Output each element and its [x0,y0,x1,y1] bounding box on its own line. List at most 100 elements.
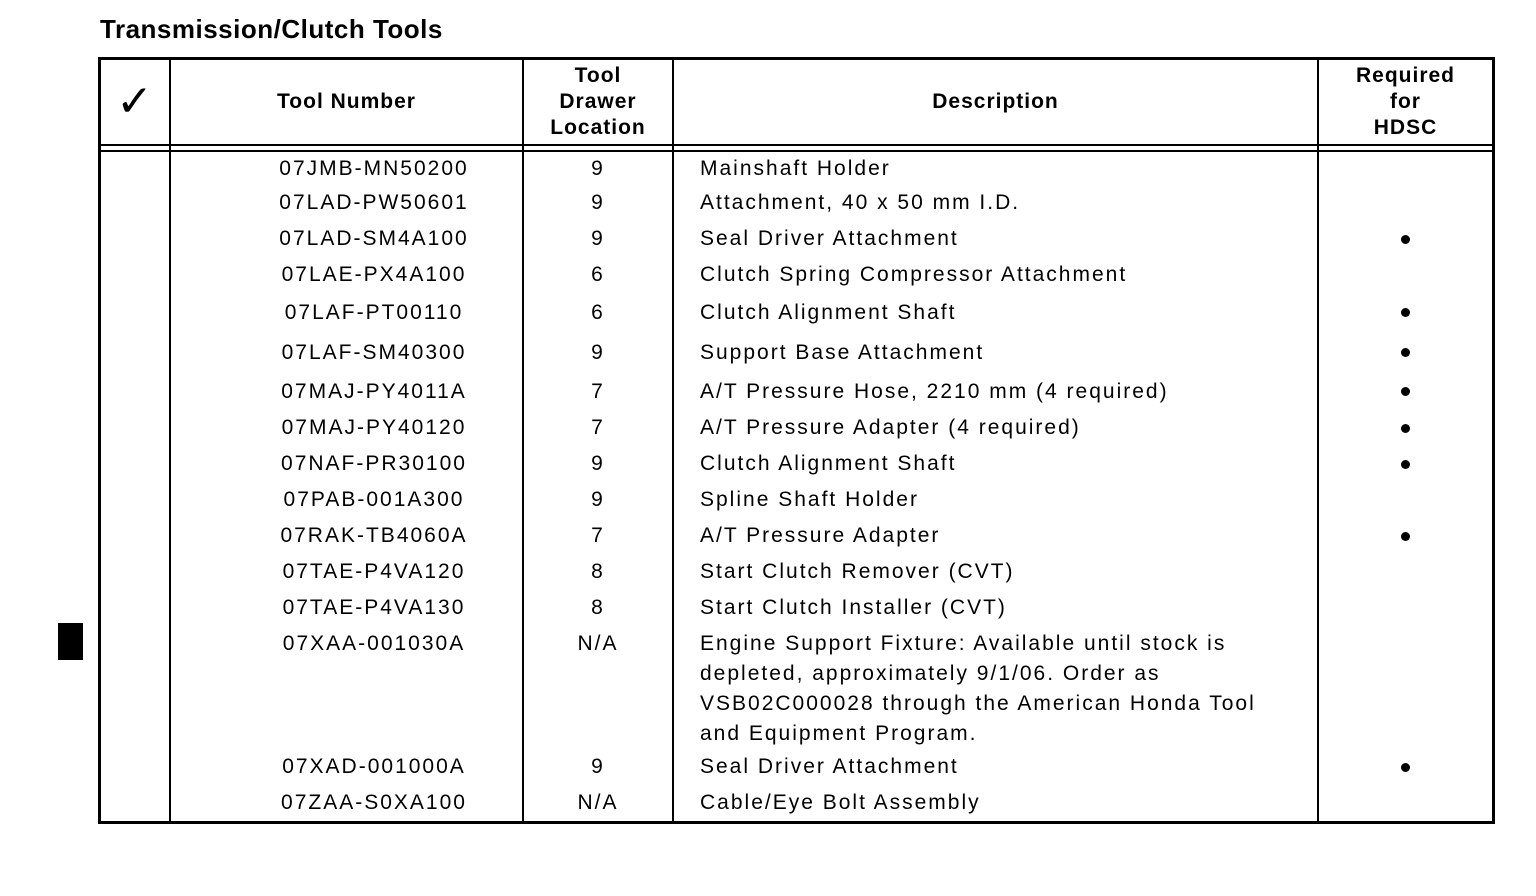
cell-tool-number: 07LAF-SM40300 [171,332,524,373]
cell-tool-number: 07MAJ-PY40120 [171,410,524,446]
table-row: 07MAJ-PY4011A 7 A/T Pressure Hose, 2210 … [101,373,1492,410]
description-value: Clutch Alignment Shaft [700,300,957,324]
description-value: Engine Support Fixture: Available until … [700,632,1256,745]
drawer-location-value: 9 [591,156,605,180]
table-row: 07XAA-001030A N/A Engine Support Fixture… [101,626,1492,749]
cell-required-hdsc [1319,185,1492,221]
print-registration-mark [58,623,83,660]
table-row: 07LAD-PW50601 9 Attachment, 40 x 50 mm I… [101,185,1492,221]
cell-required-hdsc [1319,332,1492,373]
cell-required-hdsc [1319,749,1492,785]
tool-number-value: 07XAA-001030A [282,632,466,655]
tool-number-value: 07RAK-TB4060A [280,524,468,547]
cell-required-hdsc [1319,626,1492,749]
tool-number-value: 07LAE-PX4A100 [281,263,467,286]
description-value: Cable/Eye Bolt Assembly [700,791,981,814]
cell-drawer-location: 7 [524,410,674,446]
cell-description: Mainshaft Holder [674,152,1319,185]
cell-tool-number: 07LAE-PX4A100 [171,257,524,293]
table-row: 07LAE-PX4A100 6 Clutch Spring Compressor… [101,257,1492,293]
hdsc-required-dot [1401,348,1410,357]
description-value: Seal Driver Attachment [700,227,959,250]
tool-number-value: 07MAJ-PY4011A [281,379,467,403]
cell-tool-number: 07MAJ-PY4011A [171,373,524,410]
table-body: 07JMB-MN50200 9 Mainshaft Holder 07LAD-P… [101,152,1492,821]
cell-drawer-location: 8 [524,590,674,626]
cell-tool-number: 07PAB-001A300 [171,482,524,518]
tool-number-value: 07XAD-001000A [282,755,466,778]
hdsc-required-dot [1401,387,1410,396]
header-tool-number: Tool Number [171,60,524,144]
hdsc-required-dot [1401,531,1410,541]
hdsc-required-dot [1401,762,1410,772]
cell-description: Clutch Spring Compressor Attachment [674,257,1319,293]
table-row: 07XAD-001000A 9 Seal Driver Attachment [101,749,1492,785]
cell-tool-number: 07ZAA-S0XA100 [171,785,524,821]
drawer-location-value: 6 [591,263,605,286]
cell-drawer-location: 7 [524,518,674,554]
cell-tool-number: 07JMB-MN50200 [171,152,524,185]
cell-tool-number: 07NAF-PR30100 [171,446,524,482]
cell-check [101,221,171,257]
header-description: Description [674,60,1319,144]
cell-description: Cable/Eye Bolt Assembly [674,785,1319,821]
hdsc-required-dot [1401,234,1410,244]
table-row: 07NAF-PR30100 9 Clutch Alignment Shaft [101,446,1492,482]
page-title: Transmission/Clutch Tools [100,14,443,44]
cell-drawer-location: N/A [524,785,674,821]
description-value: A/T Pressure Hose, 2210 mm (4 required) [700,379,1169,403]
cell-tool-number: 07LAD-PW50601 [171,185,524,221]
cell-drawer-location: 9 [524,221,674,257]
cell-description: Spline Shaft Holder [674,482,1319,518]
cell-required-hdsc [1319,446,1492,482]
header-required-hdsc: Required for HDSC [1355,64,1455,139]
cell-description: Start Clutch Installer (CVT) [674,590,1319,626]
header-check-column: ✓ [101,60,171,144]
cell-required-hdsc [1319,410,1492,446]
drawer-location-value: 9 [591,340,605,364]
tool-number-value: 07LAF-SM40300 [281,340,467,364]
description-value: A/T Pressure Adapter (4 required) [700,416,1081,439]
drawer-location-value: N/A [577,791,619,814]
table-row: 07LAD-SM4A100 9 Seal Driver Attachment [101,221,1492,257]
tool-number-value: 07JMB-MN50200 [279,156,469,180]
cell-required-hdsc [1319,221,1492,257]
drawer-location-value: 9 [591,488,605,511]
tool-number-value: 07ZAA-S0XA100 [281,791,467,814]
cell-check [101,518,171,554]
drawer-location-value: 9 [591,452,605,475]
cell-check [101,373,171,410]
cell-required-hdsc [1319,257,1492,293]
cell-required-hdsc [1319,482,1492,518]
cell-check [101,410,171,446]
drawer-location-value: 6 [591,300,605,324]
cell-tool-number: 07XAA-001030A [171,626,524,749]
cell-drawer-location: N/A [524,626,674,749]
drawer-location-value: N/A [577,632,619,655]
table-row: 07ZAA-S0XA100 N/A Cable/Eye Bolt Assembl… [101,785,1492,821]
cell-check [101,185,171,221]
cell-tool-number: 07TAE-P4VA130 [171,590,524,626]
cell-description: A/T Pressure Adapter [674,518,1319,554]
cell-check [101,785,171,821]
tool-number-value: 07TAE-P4VA130 [282,596,466,619]
cell-check [101,590,171,626]
description-value: Mainshaft Holder [700,156,891,180]
cell-check [101,482,171,518]
cell-drawer-location: 9 [524,332,674,373]
cell-check [101,749,171,785]
cell-description: Seal Driver Attachment [674,749,1319,785]
table-row: 07MAJ-PY40120 7 A/T Pressure Adapter (4 … [101,410,1492,446]
cell-description: Support Base Attachment [674,332,1319,373]
description-value: Attachment, 40 x 50 mm I.D. [700,191,1021,214]
description-value: A/T Pressure Adapter [700,524,941,547]
table-row: 07TAE-P4VA120 8 Start Clutch Remover (CV… [101,554,1492,590]
drawer-location-value: 9 [591,191,605,214]
cell-required-hdsc [1319,590,1492,626]
table-row: 07RAK-TB4060A 7 A/T Pressure Adapter [101,518,1492,554]
cell-description: A/T Pressure Hose, 2210 mm (4 required) [674,373,1319,410]
tool-number-value: 07LAD-PW50601 [279,191,469,214]
cell-description: Clutch Alignment Shaft [674,293,1319,332]
drawer-location-value: 9 [591,755,605,778]
table-row: 07LAF-PT00110 6 Clutch Alignment Shaft [101,293,1492,332]
